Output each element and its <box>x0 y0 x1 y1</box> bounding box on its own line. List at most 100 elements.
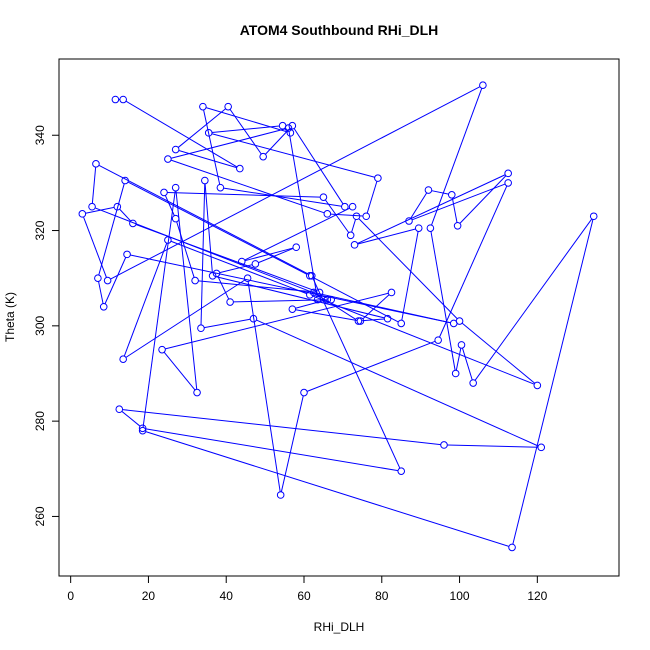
data-point <box>414 224 423 232</box>
data-point <box>348 202 357 211</box>
series-segment <box>203 109 221 185</box>
data-point <box>397 319 406 328</box>
series-segment <box>170 128 286 159</box>
x-tick-label: 120 <box>527 589 547 603</box>
data-point <box>94 274 102 282</box>
series-segment <box>110 86 481 280</box>
data-point <box>113 202 122 211</box>
series-segment <box>165 292 389 350</box>
data-point <box>537 443 546 452</box>
series-segment <box>288 131 318 297</box>
data-point <box>447 191 456 199</box>
series-segment <box>366 181 378 214</box>
series-segment <box>431 88 483 226</box>
series-segment <box>316 293 356 320</box>
series-segment <box>430 231 456 371</box>
series-segment <box>167 192 321 198</box>
data-point <box>306 291 314 299</box>
series-segment <box>439 185 508 338</box>
series-segment <box>211 125 280 134</box>
series-segment <box>142 190 176 428</box>
data-point <box>309 288 318 297</box>
data-point <box>164 236 172 244</box>
series-segment <box>175 190 198 390</box>
data-point <box>193 388 201 397</box>
series-segment <box>122 409 441 446</box>
data-point <box>171 183 180 192</box>
series-segment <box>244 207 350 261</box>
data-point <box>426 224 435 232</box>
series-segment <box>431 190 449 195</box>
x-tick-label: 100 <box>450 589 470 603</box>
series-segment <box>247 281 281 492</box>
series-segment <box>351 219 357 233</box>
data-point <box>103 276 112 285</box>
data-point <box>504 169 512 178</box>
data-point <box>346 231 355 240</box>
series-segment <box>293 128 344 205</box>
data-point <box>226 298 234 306</box>
series-segment <box>258 248 294 264</box>
data-point <box>208 272 217 280</box>
series-segment <box>219 264 253 274</box>
data-point <box>440 441 448 449</box>
data-point <box>341 202 349 211</box>
series-segment <box>83 216 107 278</box>
series-segment <box>200 183 206 325</box>
data-point <box>99 302 108 311</box>
data-point <box>212 269 221 278</box>
data-point <box>362 212 371 221</box>
data-point <box>424 186 433 194</box>
series-segment <box>401 231 419 321</box>
series-segment <box>512 219 594 545</box>
y-tick-label: 260 <box>33 506 47 526</box>
series-segment <box>411 183 506 221</box>
series-segment <box>306 340 436 392</box>
series-segment <box>125 279 246 358</box>
data-point <box>315 288 324 297</box>
data-point <box>356 317 365 325</box>
series-segment <box>295 309 358 321</box>
series-segment <box>85 206 115 214</box>
series-segment <box>357 174 506 244</box>
series-segment <box>410 192 428 219</box>
series-segment <box>312 295 535 385</box>
data-point <box>138 426 147 435</box>
data-point <box>350 241 359 249</box>
series-segment <box>461 347 473 381</box>
data-point <box>374 174 382 182</box>
series-segment <box>316 292 451 324</box>
data-point <box>204 129 213 137</box>
data-point <box>327 295 336 304</box>
y-tick-label: 280 <box>33 411 47 431</box>
data-point <box>249 314 258 323</box>
chart-title: ATOM4 Southbound RHi_DLH <box>240 22 439 38</box>
data-point <box>199 102 207 111</box>
data-point <box>197 324 205 333</box>
series-segment <box>217 276 230 300</box>
data-point <box>307 272 316 280</box>
series-segment <box>451 197 458 223</box>
series-segment <box>170 159 325 214</box>
data-point <box>78 210 87 218</box>
data-point <box>533 381 542 390</box>
data-point <box>383 314 392 323</box>
series-segment <box>361 318 385 322</box>
series-segment <box>447 444 538 448</box>
data-point <box>216 183 225 192</box>
data-point <box>201 176 209 185</box>
data-point <box>405 217 413 225</box>
series-segment <box>265 127 291 155</box>
data-point <box>504 179 512 187</box>
series-segment <box>312 276 399 323</box>
series-segment <box>145 428 399 472</box>
series-segment <box>204 318 251 329</box>
data-point <box>92 160 100 168</box>
y-axis: 260 280 300 320 340 <box>33 125 60 526</box>
data-point <box>306 272 314 280</box>
data-point <box>313 295 322 304</box>
data-point <box>449 319 458 328</box>
data-point <box>259 152 267 161</box>
series-segment <box>91 167 97 204</box>
